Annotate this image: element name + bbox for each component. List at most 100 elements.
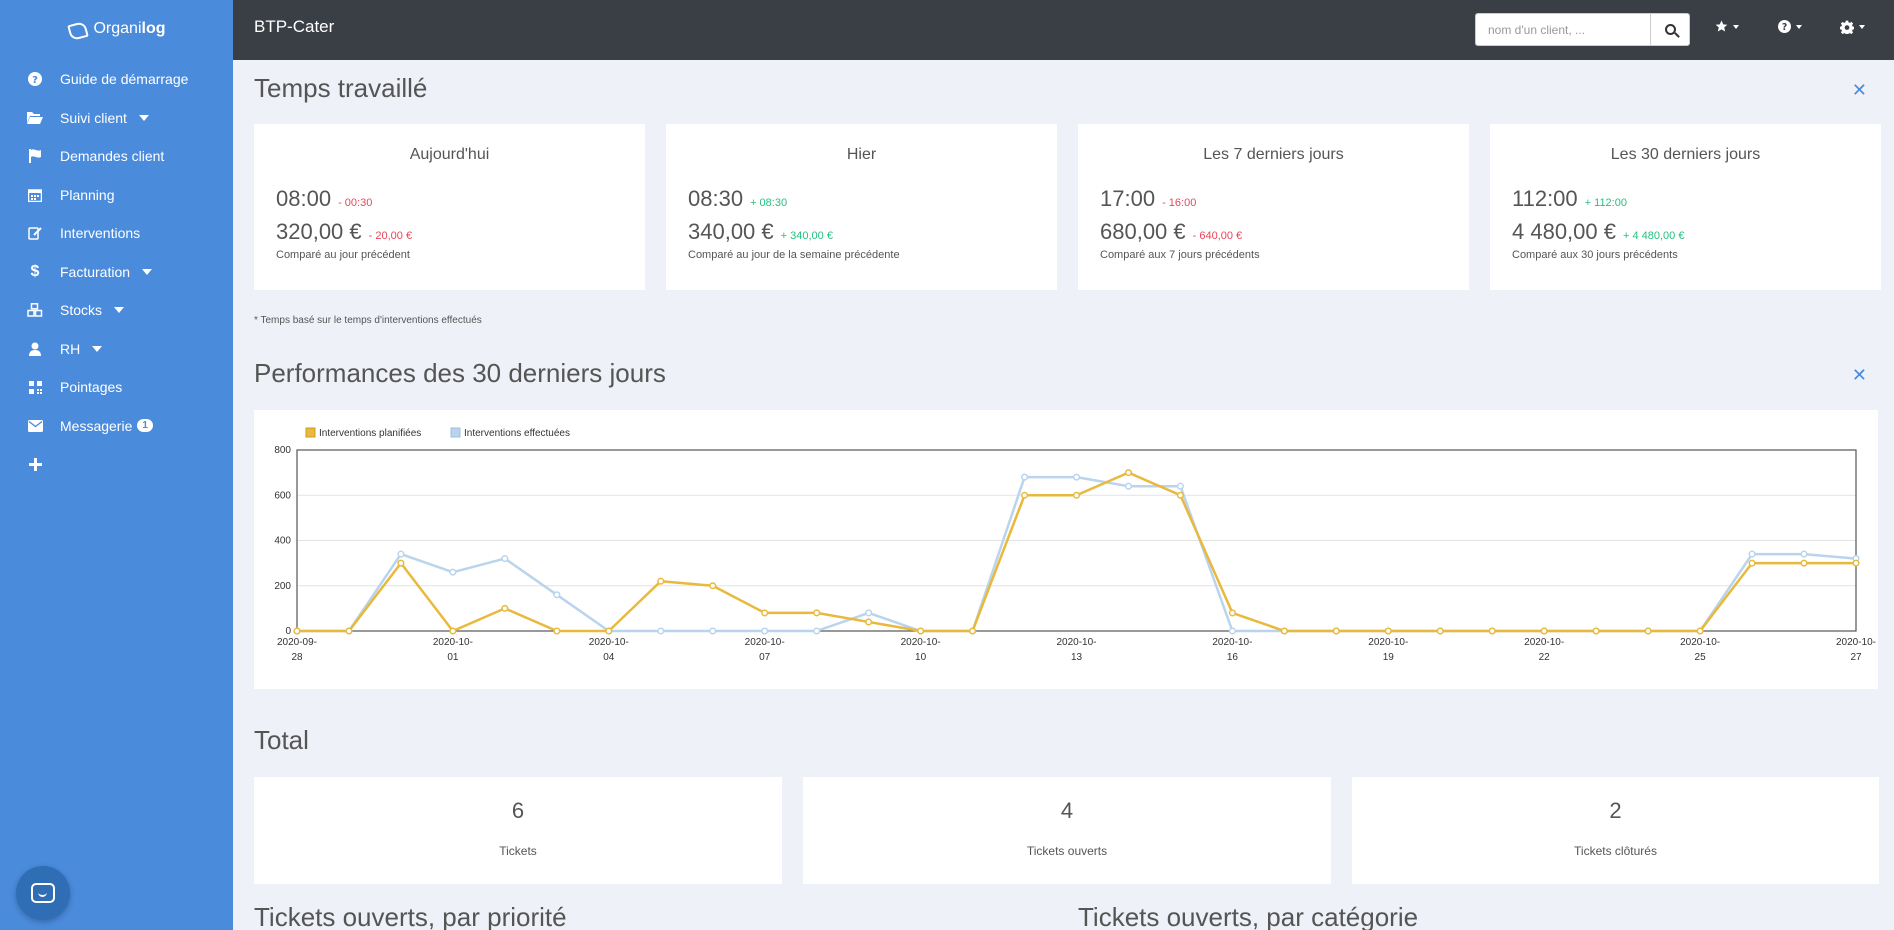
chevron-down-icon [138, 114, 149, 121]
question-circle-icon: ? [26, 71, 44, 87]
stat-amount-delta: + 340,00 € [780, 230, 833, 242]
close-icon[interactable]: ✕ [1851, 80, 1867, 100]
y-tick-label: 600 [274, 490, 291, 501]
sidebar-item-rh[interactable]: RH [0, 330, 233, 369]
stat-card-7-days: Les 7 derniers jours 17:00 - 16:00 680,00… [1078, 124, 1469, 290]
data-point [1072, 491, 1081, 499]
x-tick-label: 13 [1071, 652, 1083, 663]
data-point [1800, 559, 1808, 567]
data-point [1748, 550, 1756, 558]
x-tick-label: 2020-10- [1368, 637, 1408, 648]
favorites-menu-button[interactable] [1715, 20, 1739, 33]
sidebar-item-planning[interactable]: Planning [0, 176, 233, 215]
stat-amount: 4 480,00 € [1512, 219, 1616, 244]
close-icon[interactable]: ✕ [1851, 365, 1867, 385]
sidebar-item-label: Interventions [60, 225, 141, 242]
logo-icon [67, 20, 89, 38]
data-point [917, 627, 925, 635]
total-label: Tickets clôturés [1574, 844, 1657, 858]
unread-badge: 1 [137, 419, 153, 433]
chat-launcher-button[interactable] [16, 866, 70, 920]
stat-card-title: Les 30 derniers jours [1610, 146, 1761, 163]
logo-text-part2: log [141, 20, 166, 37]
search-button[interactable] [1650, 13, 1690, 46]
calendar-icon [26, 187, 44, 203]
total-label: Tickets [499, 844, 537, 858]
data-point [1748, 559, 1756, 567]
sidebar-item-label: Stocks [60, 302, 103, 319]
help-menu-button[interactable]: ? [1778, 20, 1802, 33]
total-title: Total [254, 725, 309, 755]
sidebar-item-guide[interactable]: ? Guide de démarrage [0, 60, 233, 99]
svg-text:?: ? [1782, 22, 1787, 33]
data-point [1644, 627, 1652, 635]
chat-icon [31, 883, 55, 903]
total-value: 6 [511, 798, 525, 823]
total-label: Tickets ouverts [1026, 844, 1108, 858]
data-point [345, 627, 353, 635]
stat-note: Comparé aux 7 jours précédents [1100, 249, 1260, 261]
chevron-down-icon [142, 268, 153, 275]
x-tick-label: 2020-10- [1680, 637, 1720, 648]
data-point [1384, 627, 1392, 635]
worked-time-footnote: * Temps basé sur le temps d'intervention… [254, 315, 482, 326]
x-tick-label: 25 [1695, 652, 1707, 663]
data-point [553, 627, 561, 635]
sidebar-item-facturation[interactable]: $ Facturation [0, 253, 233, 292]
sidebar-item-stocks[interactable]: Stocks [0, 291, 233, 330]
legend-swatch [305, 427, 316, 438]
x-tick-label: 2020-10- [1524, 637, 1564, 648]
x-tick-label: 10 [915, 652, 927, 663]
stat-card-title: Aujourd'hui [409, 146, 490, 163]
plus-icon [26, 456, 44, 472]
series-line [297, 475, 1857, 633]
x-tick-label: 28 [291, 652, 303, 663]
worked-time-title: Temps travaillé [254, 73, 428, 103]
question-circle-icon: ? [1778, 20, 1791, 33]
data-point [1072, 473, 1081, 481]
sidebar-item-label: Demandes client [60, 148, 165, 165]
data-point [709, 627, 717, 635]
sidebar-item-suivi-client[interactable]: Suivi client [0, 99, 233, 138]
sidebar-item-label: Messagerie [60, 417, 133, 434]
total-card-tickets: 6 Tickets [254, 777, 782, 884]
stat-note: Comparé au jour précédent [276, 249, 410, 261]
sidebar-item-interventions[interactable]: Interventions [0, 214, 233, 253]
search-input[interactable] [1475, 13, 1650, 46]
user-icon [26, 341, 44, 357]
qrcode-icon [26, 379, 44, 395]
sidebar-item-label: Pointages [60, 379, 123, 396]
data-point [1280, 627, 1288, 635]
total-value: 4 [1060, 798, 1074, 823]
x-tick-label: 2020-10- [901, 637, 941, 648]
star-icon [1715, 20, 1728, 32]
legend-label: Interventions planifiées [319, 428, 421, 439]
performance-title: Performances des 30 derniers jours [254, 358, 666, 388]
data-point [1332, 627, 1340, 635]
data-point [1176, 491, 1184, 499]
x-tick-label: 01 [447, 652, 459, 663]
sidebar-item-demandes-client[interactable]: Demandes client [0, 137, 233, 176]
main-content: Temps travaillé ✕ Aujourd'hui 08:00 - 00:… [233, 60, 1894, 930]
sidebar-add-item[interactable] [0, 445, 233, 484]
stat-note: Comparé aux 30 jours précédents [1512, 249, 1678, 261]
data-point [1488, 627, 1496, 635]
data-point [1436, 627, 1444, 635]
data-point [657, 627, 665, 635]
data-point [1228, 627, 1236, 635]
stat-hours: 08:30 [688, 186, 744, 211]
x-tick-label: 2020-10- [589, 637, 629, 648]
wrench-icon [26, 225, 44, 241]
stat-card-30-days: Les 30 derniers jours 112:00 + 112:00 4 4… [1490, 124, 1881, 290]
app-logo[interactable]: Organi log [0, 0, 233, 58]
sidebar-item-messagerie[interactable]: Messagerie 1 [0, 407, 233, 446]
sidebar-item-label: RH [60, 340, 81, 357]
stat-card-yesterday: Hier 08:30 + 08:30 340,00 € + 340,00 € Com… [666, 124, 1057, 290]
client-search [1475, 13, 1690, 46]
sidebar-item-pointages[interactable]: Pointages [0, 368, 233, 407]
settings-menu-button[interactable] [1840, 20, 1865, 34]
x-tick-label: 27 [1850, 652, 1862, 663]
data-point [501, 555, 509, 563]
sidebar-item-label: Guide de démarrage [60, 71, 189, 88]
stat-card-title: Les 7 derniers jours [1203, 146, 1344, 163]
